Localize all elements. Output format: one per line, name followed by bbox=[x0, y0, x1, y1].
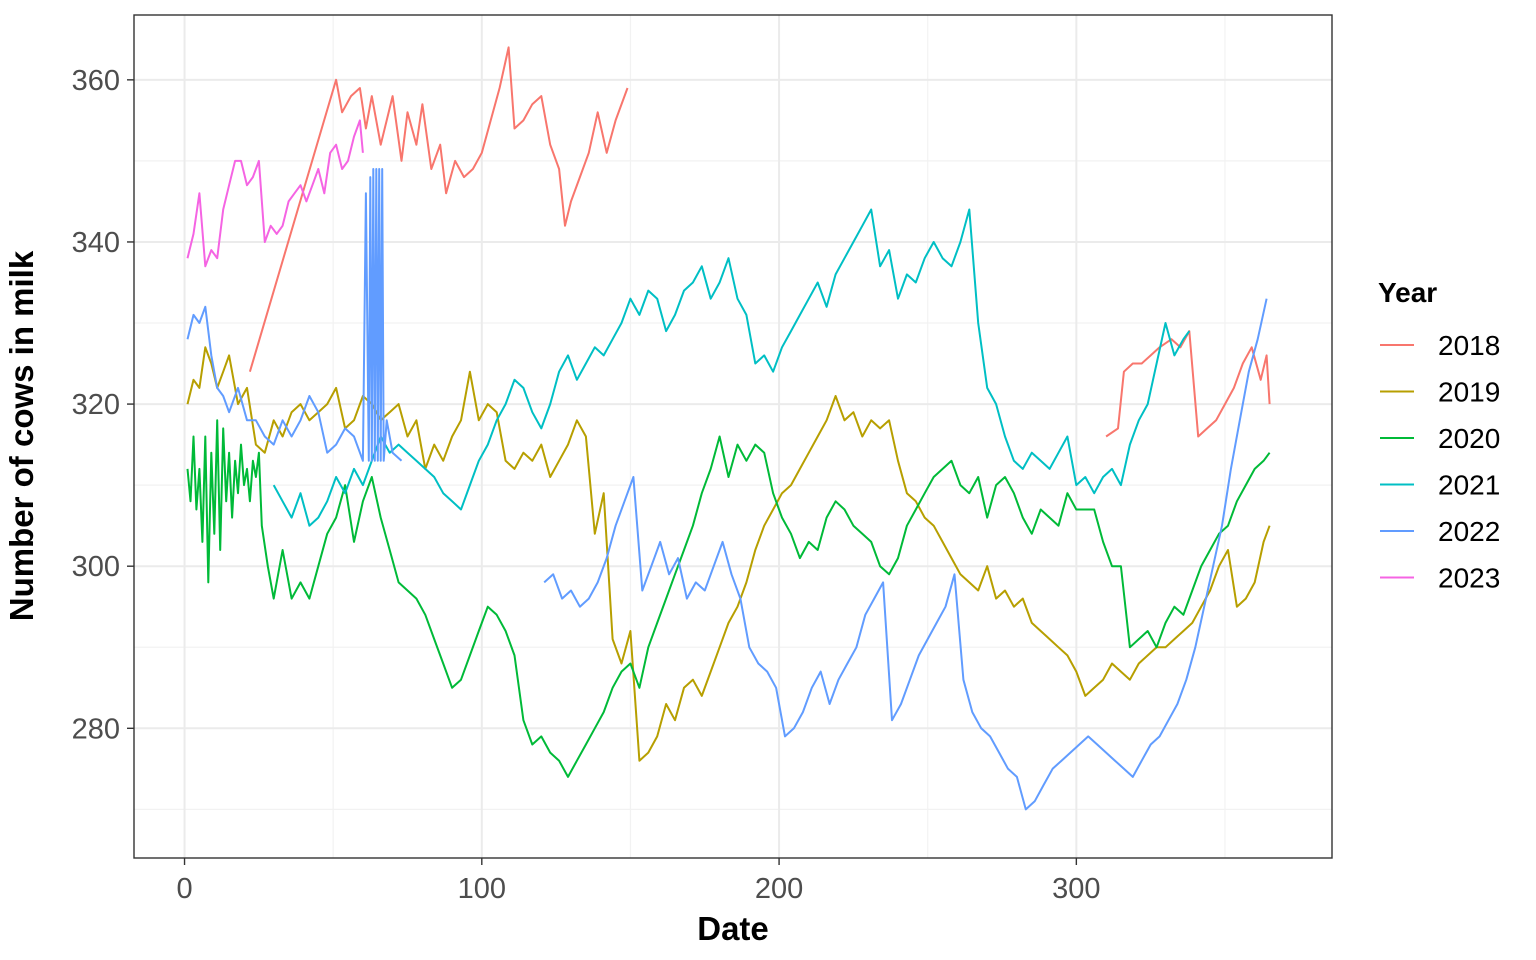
legend-label-2022: 2022 bbox=[1438, 516, 1500, 547]
y-axis-title: Number of cows in milk bbox=[3, 250, 40, 621]
legend-label-2018: 2018 bbox=[1438, 330, 1500, 361]
x-axis-ticks: 0 100 200 300 bbox=[176, 858, 1101, 905]
x-tick-label: 100 bbox=[458, 873, 506, 905]
legend-label-2019: 2019 bbox=[1438, 377, 1500, 408]
major-gridlines bbox=[134, 15, 1332, 858]
minor-gridlines bbox=[134, 15, 1332, 858]
x-axis-title: Date bbox=[697, 910, 769, 947]
series-line-2018 bbox=[248, 46, 629, 372]
legend-label-2023: 2023 bbox=[1438, 563, 1500, 594]
series-line-2022 bbox=[543, 298, 1268, 811]
x-tick-label: 300 bbox=[1052, 873, 1100, 905]
series-lines bbox=[186, 46, 1271, 811]
legend-label-2020: 2020 bbox=[1438, 423, 1500, 454]
series-line-2021 bbox=[272, 208, 1191, 527]
y-tick-label: 360 bbox=[72, 65, 120, 97]
y-tick-label: 320 bbox=[72, 389, 120, 421]
y-tick-label: 300 bbox=[72, 551, 120, 583]
series-line-2022 bbox=[186, 168, 403, 462]
x-tick-label: 200 bbox=[755, 873, 803, 905]
series-line-2018 bbox=[1105, 330, 1271, 438]
y-axis-ticks: 280 300 320 340 360 bbox=[72, 65, 134, 745]
x-tick-label: 0 bbox=[176, 873, 192, 905]
series-line-2019 bbox=[186, 346, 1271, 762]
plot-panel-border bbox=[133, 14, 1333, 859]
y-tick-label: 280 bbox=[72, 713, 120, 745]
legend-label-2021: 2021 bbox=[1438, 470, 1500, 501]
legend-title: Year bbox=[1378, 277, 1437, 308]
series-line-2020 bbox=[186, 419, 1271, 778]
series-line-2023 bbox=[186, 119, 364, 268]
y-tick-label: 340 bbox=[72, 227, 120, 259]
legend: Year 2018 2019 2020 2021 2022 2023 bbox=[1378, 277, 1500, 594]
